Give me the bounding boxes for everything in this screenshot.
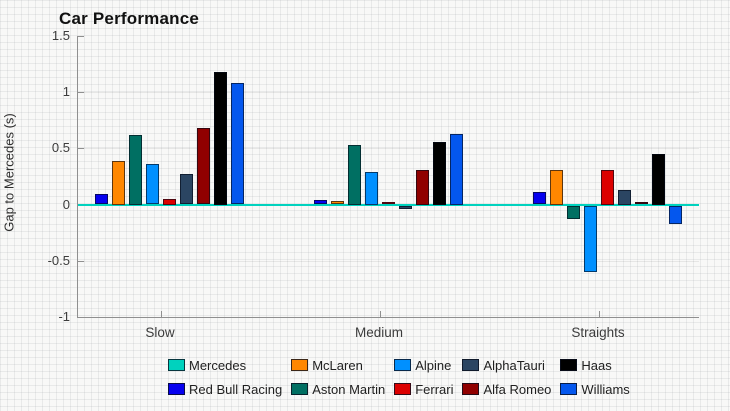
gridline-y-1 [78,92,699,93]
legend-swatch-alfa-romeo [462,383,480,395]
bar-mclaren-slow[interactable] [112,161,125,205]
y-tick--1 [78,317,84,318]
bar-alpine-slow[interactable] [146,164,159,204]
x-tick-straights [599,311,600,317]
legend-label-williams: Williams [581,381,630,397]
legend-swatch-mclaren [291,359,309,371]
legend-item-alpine[interactable]: Alpine [394,358,453,373]
bar-haas-slow[interactable] [214,72,227,205]
bar-alfa-romeo-straights[interactable] [635,202,648,204]
legend-item-aston-martin[interactable]: Aston Martin [291,382,385,397]
legend-swatch-aston-martin [291,383,309,395]
legend-swatch-ferrari [394,383,412,395]
y-tick-1.5 [78,36,84,37]
legend-item-mercedes[interactable]: Mercedes [168,358,282,373]
legend-label-mclaren: McLaren [312,357,363,373]
y-tick-1 [78,92,84,93]
bar-alfa-romeo-medium[interactable] [416,170,429,205]
gridline-y-0.5 [78,148,699,149]
legend-item-ferrari[interactable]: Ferrari [394,382,453,397]
y-tick-label--1: -1 [58,309,70,324]
legend-swatch-alpine [394,359,412,371]
bar-mclaren-medium[interactable] [331,201,344,204]
bar-williams-slow[interactable] [231,83,244,204]
x-tick-slow [161,311,162,317]
bar-red-bull-racing-slow[interactable] [95,194,108,204]
gridline-y--0.5 [78,261,699,262]
bar-alpine-medium[interactable] [365,172,378,205]
legend-item-red-bull-racing[interactable]: Red Bull Racing [168,382,282,397]
bar-alphatauri-straights[interactable] [618,190,631,205]
bar-red-bull-racing-straights[interactable] [533,192,546,204]
bar-aston-martin-slow[interactable] [129,135,142,205]
chart-title: Car Performance [59,9,200,28]
y-tick-label-0: 0 [62,197,70,212]
x-tick-label-medium: Medium [354,325,403,340]
bar-mclaren-straights[interactable] [550,170,563,205]
legend-item-mclaren[interactable]: McLaren [291,358,385,373]
y-tick-label-0.5: 0.5 [51,140,70,155]
bar-alpine-straights[interactable] [584,206,597,272]
y-tick--0.5 [78,261,84,262]
legend-swatch-mercedes [168,359,185,371]
bar-aston-martin-straights[interactable] [567,206,580,219]
legend: Mercedes Red Bull Racing McLaren Aston Mart… [168,353,630,401]
bar-ferrari-slow[interactable] [163,199,176,205]
zero-baseline [78,204,699,206]
bar-alfa-romeo-slow[interactable] [197,128,210,204]
legend-label-ferrari: Ferrari [415,381,454,397]
y-tick-label--0.5: -0.5 [47,253,70,268]
legend-swatch-williams [560,383,578,395]
bar-williams-medium[interactable] [450,134,463,205]
y-tick-label-1.5: 1.5 [51,28,70,43]
legend-swatch-haas [560,359,578,371]
legend-label-aston-martin: Aston Martin [312,381,386,397]
bar-haas-medium[interactable] [433,142,446,205]
x-tick-medium [380,311,381,317]
legend-item-alfa-romeo[interactable]: Alfa Romeo [462,382,551,397]
x-tick-label-slow: Slow [145,325,175,340]
legend-item-alphatauri[interactable]: AlphaTauri [462,358,551,373]
bar-alphatauri-medium[interactable] [399,206,412,209]
legend-item-haas[interactable]: Haas [560,358,629,373]
legend-label-haas: Haas [581,357,612,373]
bar-aston-martin-medium[interactable] [348,145,361,205]
legend-label-alpine: Alpine [415,357,452,373]
y-tick-0.5 [78,148,84,149]
bar-haas-straights[interactable] [652,154,665,205]
bar-ferrari-straights[interactable] [601,170,614,205]
bar-red-bull-racing-medium[interactable] [314,200,327,204]
legend-item-williams[interactable]: Williams [560,381,630,397]
y-axis-label: Gap to Mercedes (s) [1,113,17,232]
legend-swatch-alphatauri [462,359,480,371]
legend-label-alphatauri: AlphaTauri [483,357,545,373]
bar-williams-straights[interactable] [669,206,682,224]
legend-swatch-red-bull-racing [168,383,185,395]
legend-label-mercedes: Mercedes [189,357,247,373]
legend-label-red-bull-racing: Red Bull Racing [189,381,283,397]
x-tick-label-straights: Straights [571,325,625,340]
y-tick-label-1: 1 [62,84,70,99]
bar-alphatauri-slow[interactable] [180,174,193,204]
legend-label-alfa-romeo: Alfa Romeo [483,381,552,397]
plot-area: 1.5 1 0.5 0 -0.5 -1 [48,28,699,324]
bar-ferrari-medium[interactable] [382,202,395,204]
